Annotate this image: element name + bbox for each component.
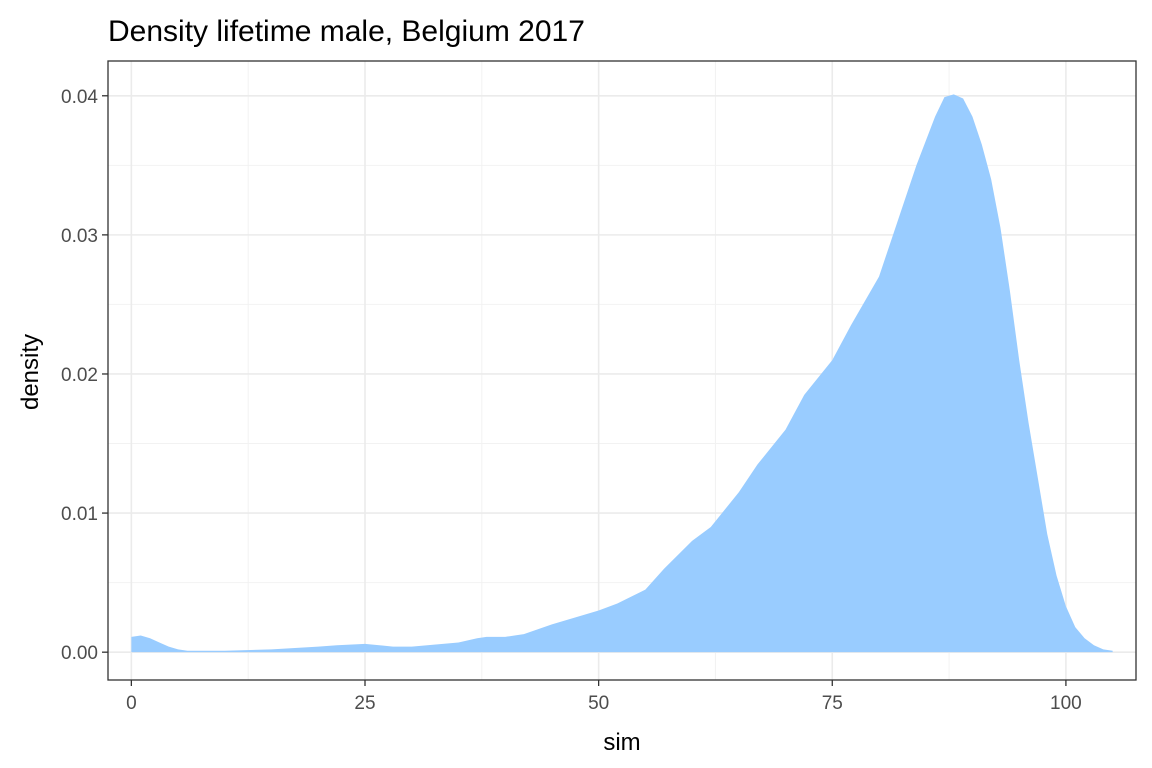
x-tick-label: 25 [354, 693, 375, 714]
panel-border [107, 60, 1137, 681]
y-tick-label: 0.04 [61, 87, 98, 108]
y-tick-label: 0.02 [61, 365, 98, 386]
plot-area: 0 25 50 75 100 0.00 0.01 0.02 0.03 0.04 [61, 60, 1137, 714]
y-tick-label: 0.00 [61, 643, 98, 664]
y-axis-title: density [17, 334, 44, 410]
y-tick-label: 0.03 [61, 226, 98, 247]
y-tick-label: 0.01 [61, 504, 98, 525]
chart-title: Density lifetime male, Belgium 2017 [108, 15, 585, 48]
x-tick-label: 75 [822, 693, 843, 714]
x-tick-label: 0 [126, 693, 137, 714]
x-tick-label: 50 [588, 693, 609, 714]
density-area [131, 94, 1113, 653]
x-axis-title: sim [603, 729, 640, 756]
x-tick-label: 100 [1050, 693, 1082, 714]
